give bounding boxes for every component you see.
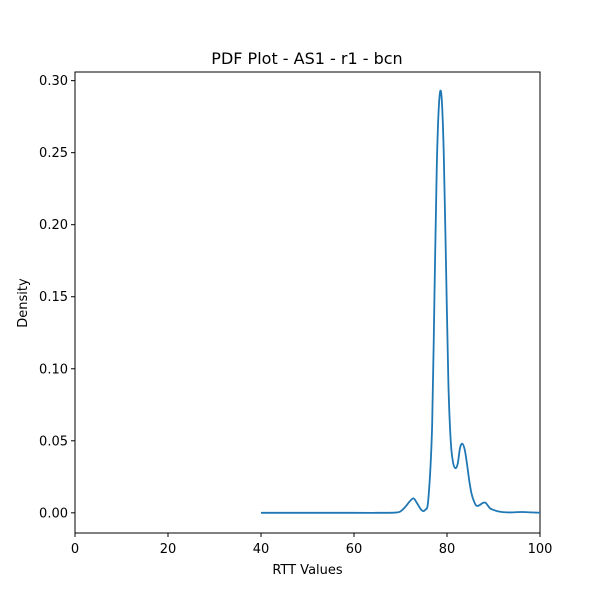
plot-area: 0 20 40 60 80 100 0.00 0.05 0.10 0.15 0.20 0.25 0.3… bbox=[39, 71, 553, 557]
y-tick-label: 0.05 bbox=[39, 434, 68, 449]
chart-title: PDF Plot - AS1 - r1 - bcn bbox=[211, 49, 402, 68]
density-series-line bbox=[261, 89, 541, 514]
plot-frame bbox=[74, 71, 541, 534]
y-tick-label: 0.20 bbox=[39, 218, 68, 233]
x-axis-label: RTT Values bbox=[272, 563, 343, 578]
x-tick-label: 100 bbox=[528, 542, 553, 557]
x-tick-label: 40 bbox=[253, 542, 270, 557]
x-tick-label: 60 bbox=[346, 542, 363, 557]
y-tick-label: 0.30 bbox=[39, 74, 68, 89]
y-tick-label: 0.10 bbox=[39, 362, 68, 377]
x-tick-label: 80 bbox=[439, 542, 456, 557]
x-axis-ticks: 0 20 40 60 80 100 bbox=[71, 533, 553, 557]
y-tick-label: 0.25 bbox=[39, 146, 68, 161]
y-axis-label: Density bbox=[16, 278, 31, 328]
y-tick-label: 0.00 bbox=[39, 506, 68, 521]
y-axis-ticks: 0.00 0.05 0.10 0.15 0.20 0.25 0.30 bbox=[39, 74, 75, 521]
y-tick-label: 0.15 bbox=[39, 290, 68, 305]
x-tick-label: 0 bbox=[71, 542, 79, 557]
x-tick-label: 20 bbox=[160, 542, 177, 557]
